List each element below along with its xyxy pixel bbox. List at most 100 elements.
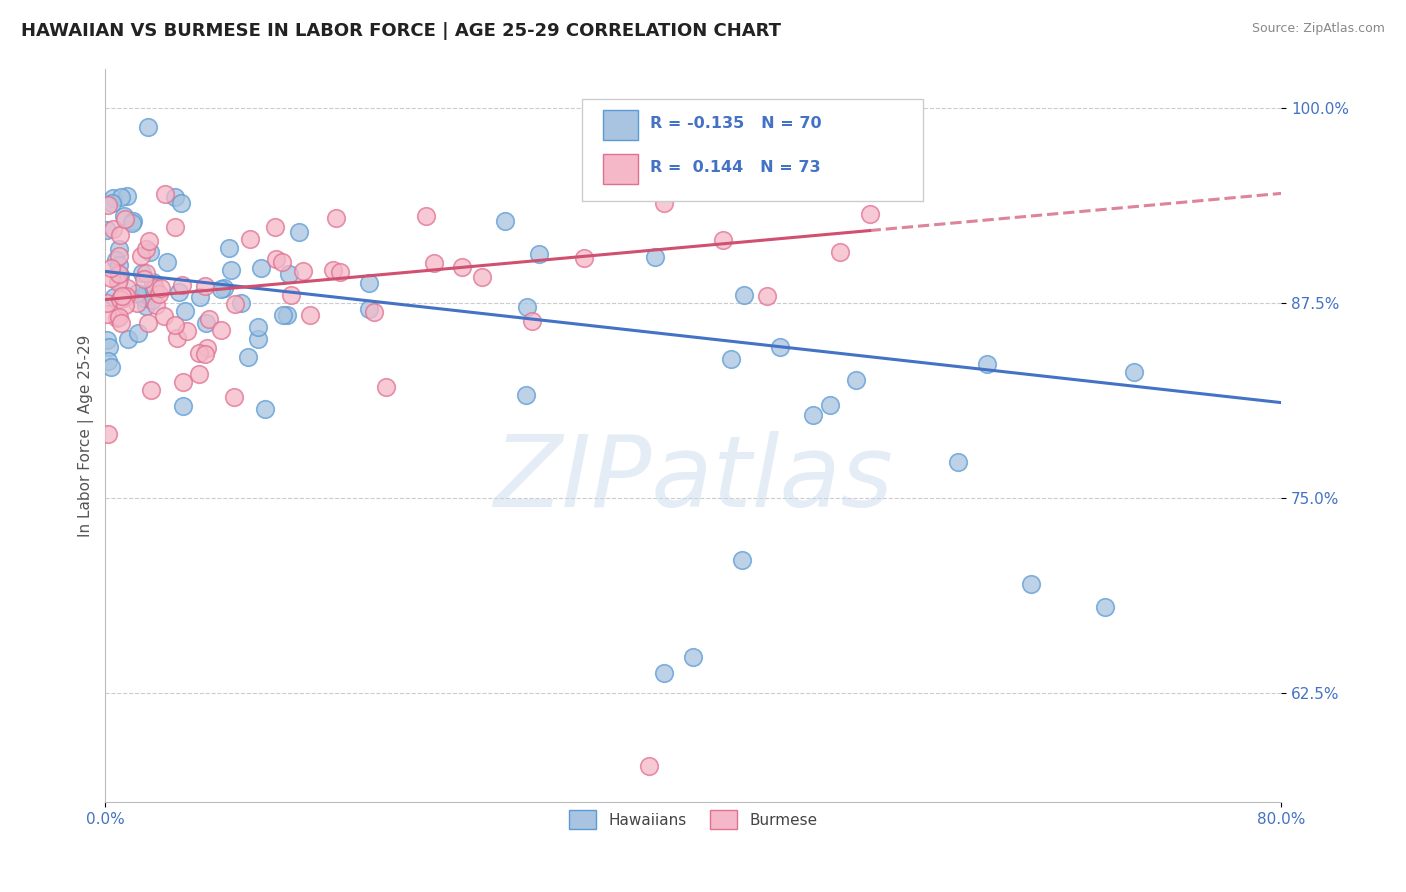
Point — [329, 265, 352, 279]
Point — [108, 268, 131, 282]
Point — [471, 269, 494, 284]
Point — [194, 347, 217, 361]
Point — [218, 241, 240, 255]
Point — [212, 281, 235, 295]
Point — [100, 195, 122, 210]
Point — [129, 249, 152, 263]
Point — [253, 401, 276, 416]
Point — [110, 189, 132, 203]
Point — [97, 198, 120, 212]
Point — [100, 270, 122, 285]
Point — [845, 373, 868, 387]
Point — [108, 292, 131, 306]
Point — [292, 264, 315, 278]
Point — [167, 285, 190, 299]
Point — [238, 350, 260, 364]
Point — [103, 290, 125, 304]
Point — [224, 297, 246, 311]
Point — [733, 288, 755, 302]
Point — [495, 213, 517, 227]
Point — [516, 300, 538, 314]
Point — [264, 220, 287, 235]
Point — [527, 246, 550, 260]
Point — [143, 281, 166, 295]
Point — [271, 255, 294, 269]
Point — [224, 390, 246, 404]
Point — [572, 252, 595, 266]
Point — [127, 296, 149, 310]
Point — [104, 253, 127, 268]
Point — [108, 242, 131, 256]
Point — [108, 310, 131, 324]
Point — [134, 286, 156, 301]
Point — [188, 345, 211, 359]
Point — [165, 318, 187, 333]
Point — [96, 296, 118, 310]
Point — [278, 267, 301, 281]
Point — [271, 308, 294, 322]
Point — [148, 287, 170, 301]
Point — [127, 326, 149, 340]
Point — [197, 341, 219, 355]
Point — [135, 266, 157, 280]
Point — [105, 310, 128, 325]
Point — [515, 388, 537, 402]
Text: R = -0.135   N = 70: R = -0.135 N = 70 — [650, 116, 821, 131]
Point — [172, 400, 194, 414]
Text: R =  0.144   N = 73: R = 0.144 N = 73 — [650, 160, 820, 175]
Point — [1123, 365, 1146, 379]
FancyBboxPatch shape — [582, 99, 922, 201]
Point — [198, 312, 221, 326]
Text: Source: ZipAtlas.com: Source: ZipAtlas.com — [1251, 22, 1385, 36]
Point — [125, 285, 148, 300]
Point — [195, 316, 218, 330]
Point — [115, 281, 138, 295]
Point — [110, 316, 132, 330]
Point — [682, 650, 704, 665]
Point — [170, 277, 193, 292]
Point — [219, 263, 242, 277]
Point — [946, 455, 969, 469]
Point — [194, 279, 217, 293]
Point — [101, 221, 124, 235]
Point — [96, 307, 118, 321]
Point — [100, 260, 122, 275]
Point — [801, 408, 824, 422]
Point — [122, 214, 145, 228]
Point — [264, 252, 287, 266]
Point — [108, 249, 131, 263]
FancyBboxPatch shape — [603, 111, 638, 140]
Point — [209, 282, 232, 296]
Point — [451, 260, 474, 274]
Point — [830, 245, 852, 260]
Point — [1019, 576, 1042, 591]
FancyBboxPatch shape — [603, 154, 638, 184]
Point — [145, 298, 167, 312]
Point — [644, 251, 666, 265]
Point — [325, 211, 347, 226]
Point — [166, 331, 188, 345]
Point — [136, 120, 159, 135]
Point — [246, 332, 269, 346]
Point — [652, 665, 675, 680]
Point — [288, 225, 311, 239]
Point — [755, 289, 778, 303]
Point — [1094, 600, 1116, 615]
Point — [108, 258, 131, 272]
Point — [769, 340, 792, 354]
Point — [100, 359, 122, 374]
Point — [121, 216, 143, 230]
Point — [176, 324, 198, 338]
Point — [150, 281, 173, 295]
Point — [652, 195, 675, 210]
Point — [209, 322, 232, 336]
Point — [114, 289, 136, 303]
Point — [134, 242, 156, 256]
Point — [188, 368, 211, 382]
Point — [142, 275, 165, 289]
Point — [280, 288, 302, 302]
Point — [711, 233, 734, 247]
Point — [638, 759, 661, 773]
Point — [423, 255, 446, 269]
Point — [97, 340, 120, 354]
